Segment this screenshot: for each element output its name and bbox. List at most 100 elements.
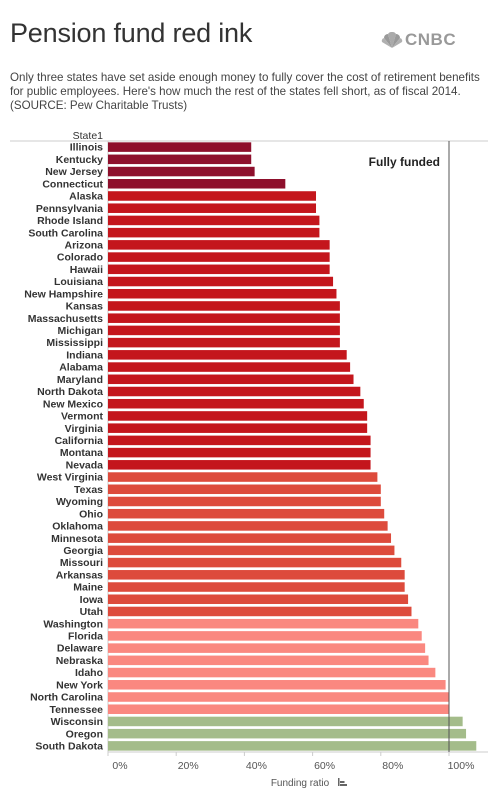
category-label: Kentucky — [56, 154, 103, 166]
category-label: South Dakota — [35, 740, 103, 752]
bar[interactable] — [108, 374, 354, 385]
bar[interactable] — [108, 680, 446, 690]
bar[interactable] — [108, 203, 317, 213]
bar[interactable] — [108, 142, 252, 152]
x-tick-label: 80% — [382, 760, 403, 772]
bar[interactable] — [108, 423, 368, 433]
chart-title: Pension fund red ink — [10, 18, 253, 48]
bar[interactable] — [108, 411, 368, 421]
bar[interactable] — [108, 227, 320, 238]
category-label: Missouri — [60, 557, 103, 569]
x-axis-title[interactable]: Funding ratio — [271, 778, 330, 789]
bar[interactable] — [108, 655, 429, 666]
category-label: Alaska — [69, 191, 103, 203]
category-label: Florida — [68, 631, 103, 643]
bar[interactable] — [108, 325, 340, 336]
sort-icon[interactable] — [338, 778, 347, 786]
category-label: Iowa — [80, 594, 103, 606]
bar[interactable] — [108, 716, 463, 727]
bar[interactable] — [108, 191, 317, 201]
bar[interactable] — [108, 594, 409, 605]
category-label: Indiana — [66, 349, 103, 361]
category-label: Alabama — [59, 362, 103, 374]
bar[interactable] — [108, 557, 402, 568]
bar[interactable] — [108, 435, 371, 446]
bar[interactable] — [108, 288, 337, 299]
bar[interactable] — [108, 350, 347, 360]
category-label: South Carolina — [28, 227, 103, 239]
category-label: Maine — [73, 582, 103, 594]
x-tick-label: 20% — [178, 760, 199, 772]
bar[interactable] — [108, 667, 436, 678]
category-label: New Jersey — [45, 166, 103, 178]
category-label: North Dakota — [37, 386, 103, 398]
bar[interactable] — [108, 472, 378, 482]
fully-funded-label: Fully funded — [369, 155, 440, 169]
category-label: New York — [56, 679, 103, 691]
bar[interactable] — [108, 166, 255, 177]
category-label: New Hampshire — [24, 288, 103, 300]
category-header[interactable]: State1 — [73, 130, 104, 142]
bar[interactable] — [108, 398, 364, 409]
logo-text: CNBC — [405, 30, 457, 49]
bar[interactable] — [108, 496, 381, 507]
category-label: Vermont — [61, 411, 104, 423]
category-label: Wisconsin — [51, 716, 103, 728]
bar[interactable] — [108, 276, 334, 287]
category-label: Utah — [80, 606, 103, 618]
bars-group — [108, 142, 477, 751]
x-tick-label: 60% — [314, 760, 335, 772]
bar[interactable] — [108, 545, 395, 556]
category-label: California — [55, 435, 104, 447]
bar[interactable] — [108, 460, 371, 470]
category-label: Hawaii — [70, 264, 103, 276]
cnbc-logo: CNBC — [381, 30, 493, 50]
bar[interactable] — [108, 618, 419, 629]
x-tick-label: 0% — [112, 760, 127, 772]
category-label: Nebraska — [56, 655, 103, 667]
bar[interactable] — [108, 240, 330, 250]
category-label: Delaware — [57, 643, 103, 655]
bar[interactable] — [108, 570, 405, 580]
category-label: Illinois — [70, 142, 103, 154]
bar[interactable] — [108, 301, 340, 311]
category-label: Montana — [60, 447, 103, 459]
bar[interactable] — [108, 704, 449, 714]
bar[interactable] — [108, 692, 449, 702]
category-label: Tennessee — [50, 704, 104, 716]
category-label: Idaho — [75, 667, 103, 679]
bar[interactable] — [108, 252, 330, 262]
category-label: Maryland — [57, 374, 103, 386]
bar[interactable] — [108, 533, 392, 543]
bar[interactable] — [108, 386, 361, 397]
category-label: Arizona — [64, 239, 103, 251]
category-label: Arkansas — [56, 569, 103, 581]
bar[interactable] — [108, 154, 252, 165]
category-label: Ohio — [79, 508, 103, 520]
bar[interactable] — [108, 606, 412, 617]
bar[interactable] — [108, 264, 330, 275]
bar[interactable] — [108, 179, 286, 189]
bar[interactable] — [108, 484, 381, 495]
x-tick-label: 40% — [246, 760, 267, 772]
bar[interactable] — [108, 741, 477, 751]
category-label: Rhode Island — [37, 215, 103, 227]
category-label: West Virginia — [37, 472, 103, 484]
bar[interactable] — [108, 362, 351, 372]
bar[interactable] — [108, 728, 467, 739]
bar[interactable] — [108, 215, 320, 226]
category-label: Wyoming — [56, 496, 103, 508]
bar[interactable] — [108, 643, 426, 653]
category-label: Nevada — [66, 459, 104, 471]
bar[interactable] — [108, 337, 340, 348]
bar[interactable] — [108, 313, 340, 323]
category-label: Washington — [43, 618, 103, 630]
bar[interactable] — [108, 631, 422, 641]
category-label: Massachusetts — [28, 313, 103, 325]
bar[interactable] — [108, 582, 405, 592]
bar[interactable] — [108, 521, 388, 531]
bar[interactable] — [108, 508, 385, 519]
bar[interactable] — [108, 447, 371, 458]
category-label: Kansas — [66, 301, 104, 313]
